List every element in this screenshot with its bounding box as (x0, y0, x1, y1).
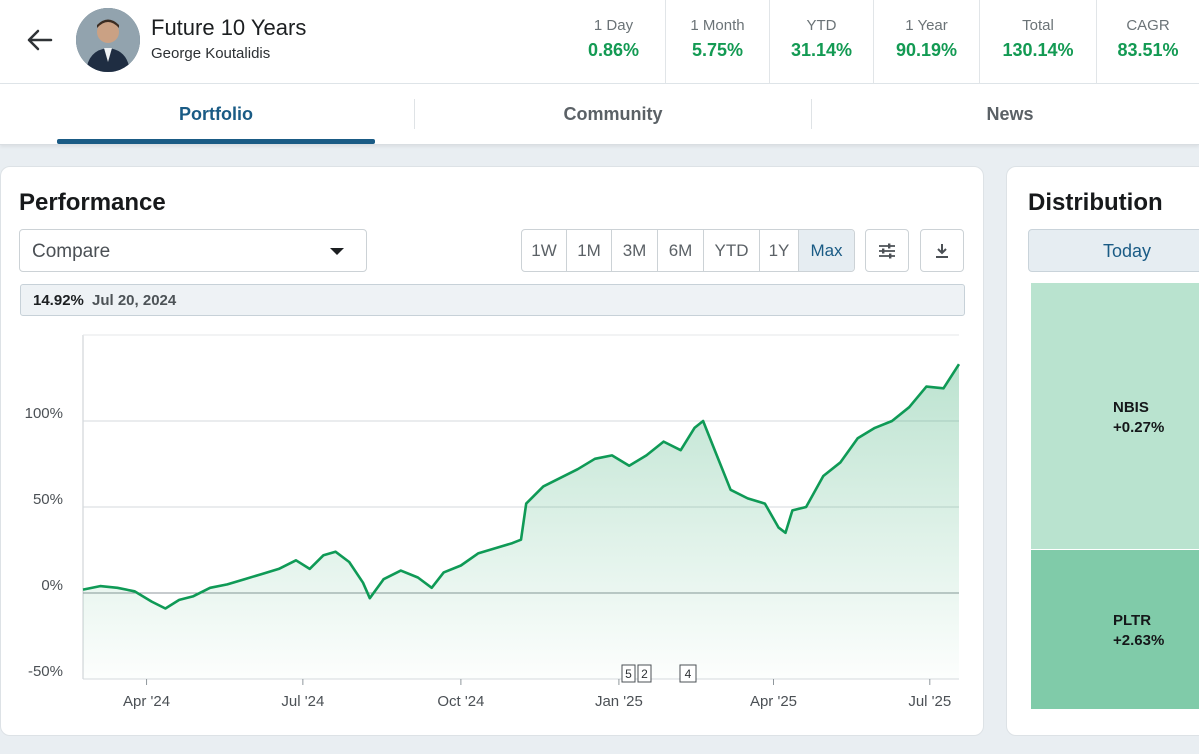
distribution-period-button[interactable]: Today (1028, 229, 1199, 272)
stat-value: 5.75% (691, 40, 744, 60)
performance-card: Performance Compare 1W 1M 3M 6M YTD 1Y M… (0, 166, 984, 736)
stat-total: Total 130.14% (980, 0, 1097, 84)
sliders-icon (879, 243, 895, 258)
hover-value: 14.92% (33, 292, 84, 309)
tab-divider (811, 99, 812, 129)
performance-chart[interactable]: 100% 50% 0% -50% Apr '24 Jul '24 Oct '24 Jan '2… (1, 327, 981, 727)
holding-tile-pltr[interactable]: PLTR +2.63% (1031, 550, 1199, 709)
distribution-card: Distribution Today NBIS +0.27% PLTR +2.6… (1006, 166, 1199, 736)
performance-area (83, 364, 959, 679)
download-button[interactable] (920, 229, 964, 272)
holding-tile-nbis[interactable]: NBIS +0.27% (1031, 283, 1199, 549)
holding-symbol: PLTR (1113, 612, 1152, 629)
event-marker-label: 4 (685, 667, 692, 681)
x-tick-label: Jul '24 (281, 693, 324, 710)
stat-label: 1 Day (593, 17, 634, 34)
back-arrow-icon[interactable] (24, 26, 56, 54)
portfolio-tabs: Portfolio Community News (0, 84, 1199, 145)
range-1y[interactable]: 1Y (760, 230, 799, 271)
y-tick-label: -50% (28, 663, 63, 680)
tab-community[interactable]: Community (563, 104, 663, 124)
range-3m[interactable]: 3M (612, 230, 658, 271)
compare-dropdown[interactable]: Compare (19, 229, 367, 272)
stat-cagr: CAGR 83.51% (1097, 0, 1199, 84)
stat-1-year: 1 Year 90.19% (874, 0, 980, 84)
range-1w[interactable]: 1W (522, 230, 567, 271)
stat-label: 1 Month (690, 17, 745, 34)
stat-label: 1 Year (905, 17, 948, 34)
caret-down-icon (330, 248, 344, 255)
event-marker[interactable]: 4 (679, 664, 697, 683)
distribution-title: Distribution (1028, 189, 1163, 216)
range-selector: 1W 1M 3M 6M YTD 1Y Max (521, 229, 855, 272)
stat-ytd: YTD 31.14% (770, 0, 874, 84)
y-tick-label: 50% (33, 491, 63, 508)
stat-value: 0.86% (587, 40, 640, 60)
stat-1-month: 1 Month 5.75% (666, 0, 770, 84)
stat-value: 31.14% (790, 40, 853, 60)
holding-change: +0.27% (1113, 419, 1165, 436)
stat-label: Total (1022, 17, 1054, 34)
download-icon (936, 243, 948, 258)
event-marker[interactable]: 2 (637, 664, 652, 683)
holding-change: +2.63% (1113, 632, 1165, 649)
active-tab-indicator (57, 139, 375, 144)
tab-portfolio[interactable]: Portfolio (179, 104, 253, 124)
stat-value: 90.19% (895, 40, 958, 60)
performance-line (82, 363, 961, 610)
stat-1-day: 1 Day 0.86% (562, 0, 666, 84)
page-bottom (0, 738, 1199, 754)
x-tick-label: Oct '24 (437, 693, 484, 710)
event-markers: 5 2 4 (621, 664, 697, 683)
event-marker-label: 5 (625, 667, 632, 681)
stat-label: CAGR (1126, 17, 1170, 34)
y-tick-label: 100% (25, 405, 63, 422)
range-6m[interactable]: 6M (658, 230, 704, 271)
portfolio-owner: George Koutalidis (151, 45, 271, 62)
portfolio-title: Future 10 Years (151, 15, 307, 40)
portfolio-header: Future 10 Years George Koutalidis 1 Day … (0, 0, 1199, 84)
x-tick-label: Jan '25 (595, 693, 643, 710)
stat-value: 83.51% (1117, 40, 1179, 60)
y-tick-label: 0% (41, 577, 63, 594)
compare-label: Compare (32, 241, 111, 262)
range-max[interactable]: Max (799, 230, 854, 271)
x-tick-label: Apr '24 (123, 693, 170, 710)
tab-news[interactable]: News (986, 104, 1034, 124)
return-stats: 1 Day 0.86% 1 Month 5.75% YTD 31.14% 1 Y… (562, 0, 1199, 84)
hover-readout: 14.92% Jul 20, 2024 (20, 284, 965, 316)
distribution-period-label: Today (1103, 241, 1152, 261)
event-marker-label: 2 (641, 667, 648, 681)
event-marker[interactable]: 5 (621, 664, 636, 683)
avatar[interactable] (76, 8, 140, 72)
range-1m[interactable]: 1M (567, 230, 612, 271)
tab-divider (414, 99, 415, 129)
stat-value: 130.14% (1002, 40, 1074, 60)
stat-label: YTD (806, 17, 837, 34)
performance-title: Performance (19, 189, 166, 216)
holding-symbol: NBIS (1113, 399, 1149, 416)
range-ytd[interactable]: YTD (704, 230, 760, 271)
chart-settings-button[interactable] (865, 229, 909, 272)
hover-date: Jul 20, 2024 (92, 292, 177, 309)
x-tick-label: Apr '25 (750, 693, 797, 710)
x-tick-label: Jul '25 (908, 693, 951, 710)
